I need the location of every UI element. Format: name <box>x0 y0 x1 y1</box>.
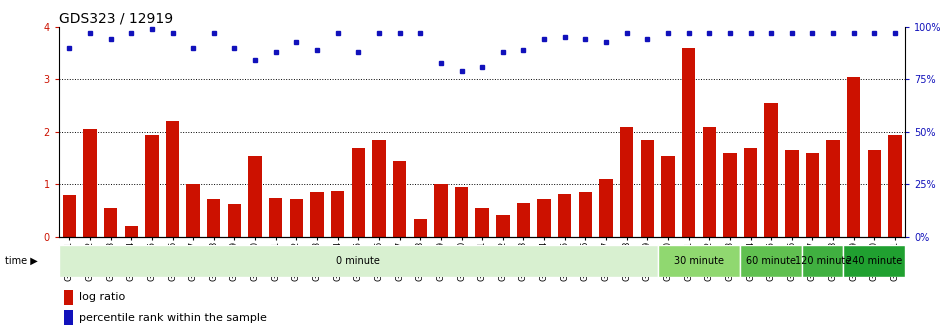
Bar <box>826 140 840 237</box>
Bar <box>352 148 365 237</box>
Bar <box>146 134 159 237</box>
Text: 30 minute: 30 minute <box>674 256 724 266</box>
Bar <box>682 48 695 237</box>
Bar <box>84 129 97 237</box>
Bar <box>641 140 654 237</box>
Bar <box>765 103 778 237</box>
Bar <box>125 226 138 237</box>
Bar <box>372 140 386 237</box>
Bar <box>847 77 861 237</box>
Bar <box>661 156 674 237</box>
Bar <box>59 245 658 277</box>
Bar <box>867 150 881 237</box>
Bar <box>620 127 633 237</box>
Bar <box>186 184 200 237</box>
Bar <box>703 127 716 237</box>
Bar <box>844 245 905 277</box>
Bar <box>269 198 282 237</box>
Text: 120 minute: 120 minute <box>795 256 851 266</box>
Bar <box>476 208 489 237</box>
Bar <box>888 134 902 237</box>
Text: 0 minute: 0 minute <box>337 256 380 266</box>
Bar <box>802 245 844 277</box>
Text: GDS323 / 12919: GDS323 / 12919 <box>59 12 173 26</box>
Bar <box>248 156 262 237</box>
Bar <box>599 179 612 237</box>
Text: 240 minute: 240 minute <box>846 256 902 266</box>
Text: time ▶: time ▶ <box>5 256 37 266</box>
Bar <box>393 161 406 237</box>
Bar <box>227 204 242 237</box>
Bar <box>723 153 737 237</box>
Bar <box>578 192 592 237</box>
Bar <box>786 150 799 237</box>
Bar <box>744 148 757 237</box>
Text: log ratio: log ratio <box>79 292 126 302</box>
Bar <box>805 153 819 237</box>
Bar <box>290 199 303 237</box>
Bar <box>165 121 179 237</box>
Bar <box>537 199 551 237</box>
Bar <box>63 195 76 237</box>
Bar <box>558 194 572 237</box>
Bar <box>435 184 448 237</box>
Bar <box>207 199 221 237</box>
Text: 60 minute: 60 minute <box>747 256 796 266</box>
Bar <box>414 218 427 237</box>
Bar <box>740 245 802 277</box>
Bar <box>516 203 530 237</box>
Text: percentile rank within the sample: percentile rank within the sample <box>79 312 267 323</box>
Bar <box>104 208 117 237</box>
Bar <box>658 245 740 277</box>
Bar <box>455 187 468 237</box>
Bar <box>496 215 510 237</box>
Bar <box>310 192 323 237</box>
Bar <box>331 191 344 237</box>
